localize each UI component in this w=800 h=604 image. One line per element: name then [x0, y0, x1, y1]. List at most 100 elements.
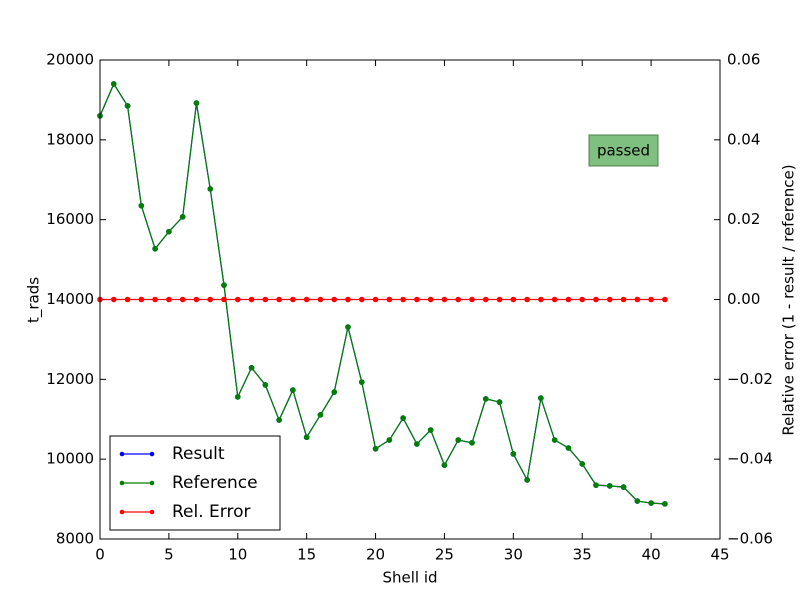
x-tick-label: 5 [164, 546, 174, 564]
data-point [234, 394, 241, 400]
data-point [662, 501, 668, 507]
data-point [606, 483, 613, 489]
x-tick-label: 10 [228, 546, 247, 564]
series-line [99, 82, 665, 505]
x-tick-label: 25 [435, 546, 454, 564]
data-point [276, 417, 282, 423]
data-point [166, 228, 172, 235]
plot-frame [99, 59, 721, 540]
data-point [290, 296, 296, 303]
y2-tick-label: −0.06 [727, 530, 773, 548]
data-point [593, 482, 599, 488]
y2-tick-label: −0.04 [727, 450, 773, 468]
data-point [372, 445, 379, 452]
legend-label: Rel. Error [172, 502, 250, 522]
data-point [221, 282, 227, 288]
data-point [179, 214, 186, 220]
data-point [303, 296, 310, 303]
legend-marker [149, 451, 155, 457]
y2-axis-label: Relative error (1 - result / reference) [780, 164, 798, 435]
x-tick-label: 15 [297, 546, 316, 564]
data-point [331, 296, 338, 303]
x-tick-label: 35 [573, 546, 592, 564]
data-point [551, 437, 558, 443]
data-point [441, 462, 448, 468]
data-point [482, 396, 489, 402]
data-point [482, 296, 489, 303]
data-point [276, 296, 282, 303]
data-point [262, 382, 269, 388]
data-point [662, 296, 668, 303]
y2-tick-label: 0.04 [727, 130, 760, 148]
data-point [317, 296, 324, 303]
data-point [510, 451, 517, 457]
data-point [152, 246, 158, 252]
data-point [496, 399, 503, 405]
data-point [455, 437, 462, 443]
data-point [579, 461, 586, 467]
data-point [345, 324, 351, 330]
data-point [593, 296, 599, 303]
data-point [386, 437, 393, 443]
data-point [400, 296, 406, 303]
data-point [290, 387, 296, 393]
data-point [152, 296, 158, 303]
data-point [138, 296, 145, 303]
data-point [386, 296, 393, 303]
data-point [193, 296, 200, 303]
legend-label: Reference [172, 473, 258, 493]
data-point [303, 434, 310, 441]
data-point [358, 296, 365, 303]
x-tick-label: 40 [642, 546, 661, 564]
data-point [179, 296, 186, 303]
data-point [414, 441, 420, 447]
data-point [496, 296, 503, 303]
data-point [248, 364, 255, 371]
data-point [620, 484, 627, 490]
data-point [469, 296, 475, 303]
data-point [400, 415, 406, 421]
y-tick-label: 16000 [46, 210, 94, 228]
y-tick-label: 18000 [46, 130, 94, 148]
data-point [427, 296, 434, 303]
data-point [606, 296, 613, 303]
data-point [634, 498, 641, 504]
x-tick-label: 45 [710, 546, 729, 564]
y-tick-label: 8000 [56, 530, 94, 548]
x-tick-label: 30 [504, 546, 523, 564]
data-point [441, 296, 448, 303]
y-tick-label: 12000 [46, 370, 94, 388]
legend-marker [149, 509, 155, 515]
data-point [648, 296, 654, 303]
legend-marker [149, 480, 155, 486]
data-point [469, 440, 475, 446]
data-point [248, 296, 255, 303]
data-point [372, 296, 379, 303]
data-point [565, 445, 572, 451]
data-point [138, 202, 145, 209]
data-point [193, 100, 200, 106]
y2-tick-label: −0.02 [727, 370, 773, 388]
data-point [110, 296, 117, 303]
annotation-box [588, 134, 659, 167]
legend-label: Result [172, 444, 225, 464]
data-point [166, 296, 172, 303]
y-tick-label: 10000 [46, 450, 94, 468]
legend-marker [119, 509, 125, 515]
data-point [414, 296, 420, 303]
data-point [551, 296, 558, 303]
data-point [455, 296, 462, 303]
data-point [207, 296, 214, 303]
data-point [345, 296, 351, 303]
data-point [427, 427, 434, 433]
y2-tick-label: 0.00 [727, 290, 760, 308]
data-point [648, 500, 654, 506]
data-point [538, 395, 544, 401]
y-tick-label: 14000 [46, 290, 94, 308]
data-point [510, 296, 517, 303]
data-point [358, 379, 365, 385]
data-point [221, 296, 227, 303]
legend-marker [119, 480, 125, 486]
x-tick-label: 0 [95, 546, 105, 564]
data-point [524, 477, 530, 483]
